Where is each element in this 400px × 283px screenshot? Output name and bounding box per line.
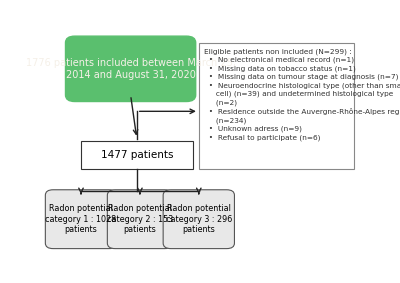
FancyBboxPatch shape (199, 43, 354, 169)
FancyBboxPatch shape (81, 141, 193, 169)
FancyBboxPatch shape (66, 36, 196, 102)
Text: Radon potential
category 2 : 153
patients: Radon potential category 2 : 153 patient… (107, 204, 173, 234)
Text: Radon potential
category 3 : 296
patients: Radon potential category 3 : 296 patient… (166, 204, 232, 234)
FancyBboxPatch shape (107, 190, 172, 248)
Text: 1477 patients: 1477 patients (100, 150, 173, 160)
Text: 1776 patients included between March 25,
2014 and August 31, 2020: 1776 patients included between March 25,… (26, 58, 236, 80)
FancyBboxPatch shape (45, 190, 117, 248)
FancyBboxPatch shape (163, 190, 234, 248)
Text: Radon potential
category 1 : 1028
patients: Radon potential category 1 : 1028 patien… (46, 204, 116, 234)
Text: Eligible patients non included (N=299) :
  •  No electronical medical record (n=: Eligible patients non included (N=299) :… (204, 48, 400, 141)
